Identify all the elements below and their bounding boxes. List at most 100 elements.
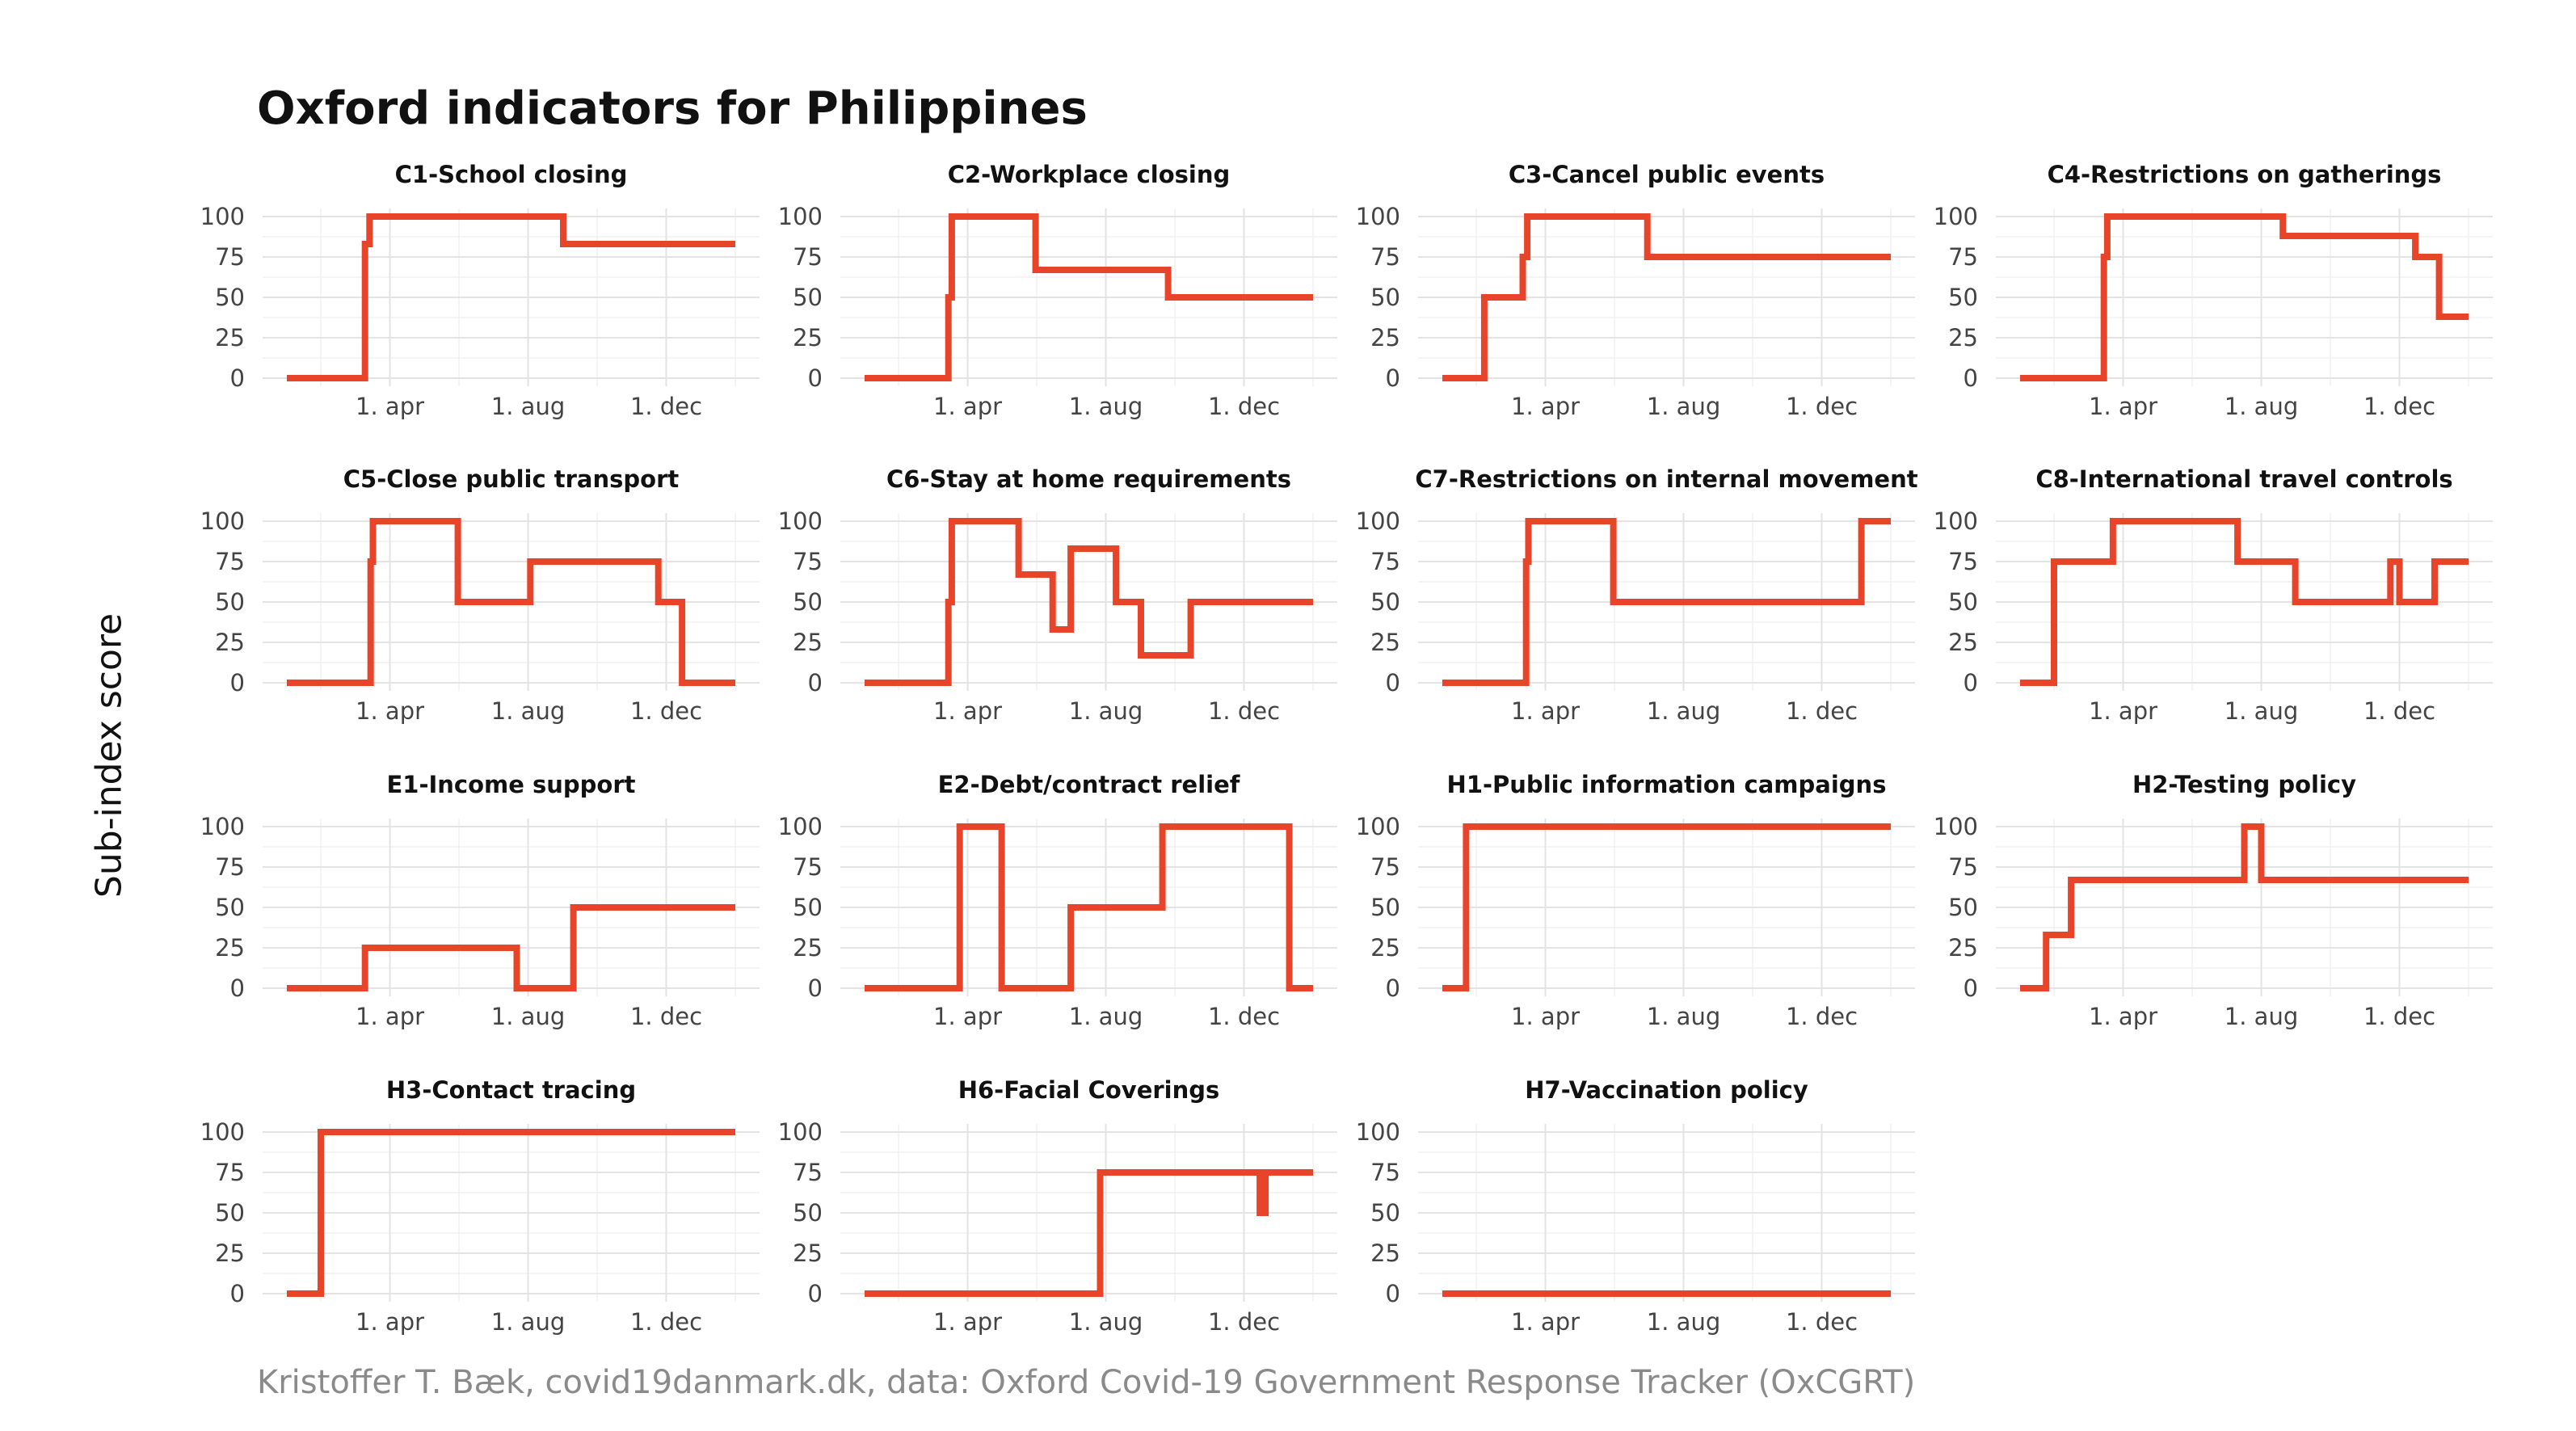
y-tick-label: 25 — [215, 1239, 245, 1267]
x-tick-label: 1. aug — [1647, 1003, 1720, 1030]
x-tick-label: 1. apr — [933, 1308, 1002, 1336]
x-tick-label: 1. apr — [933, 1003, 1002, 1030]
y-tick-label: 75 — [793, 548, 823, 575]
series-line — [865, 1169, 1313, 1297]
x-tick-label: 1. apr — [356, 697, 424, 725]
y-tick-label: 0 — [808, 974, 823, 1002]
facet-panel: 0 25 50 75 100 1. apr 1. aug 1. dec C6-Stay at h… — [778, 465, 1337, 725]
y-tick-label: 75 — [1370, 548, 1400, 575]
y-tick-label: 25 — [793, 324, 823, 351]
facet-panel: 0 25 50 75 100 1. apr 1. aug 1. dec H7-Vaccinati… — [1356, 1076, 1915, 1336]
y-tick-label: 75 — [1948, 243, 1978, 271]
y-tick-label: 25 — [215, 324, 245, 351]
x-tick-label: 1. dec — [1208, 1308, 1280, 1336]
y-tick-label: 75 — [1948, 548, 1978, 575]
x-tick-label: 1. apr — [1511, 1003, 1580, 1030]
y-tick-label: 75 — [793, 1159, 823, 1186]
series-line — [865, 518, 1313, 686]
y-tick-label: 50 — [1370, 284, 1400, 311]
x-tick-label: 1. dec — [630, 1003, 702, 1030]
y-tick-label: 0 — [1386, 669, 1400, 697]
series-line — [1442, 823, 1891, 991]
x-tick-label: 1. aug — [1069, 1308, 1143, 1336]
y-tick-label: 0 — [808, 364, 823, 392]
facet-title: C4-Restrictions on gatherings — [2048, 161, 2442, 188]
y-tick-label: 25 — [1370, 1239, 1400, 1267]
x-tick-label: 1. dec — [1208, 697, 1280, 725]
y-tick-label: 100 — [200, 203, 245, 230]
x-tick-label: 1. aug — [1069, 697, 1143, 725]
y-tick-label: 25 — [1948, 324, 1978, 351]
y-tick-label: 50 — [215, 284, 245, 311]
series-line — [1442, 518, 1891, 686]
series-line — [2020, 518, 2469, 686]
y-tick-label: 100 — [200, 1118, 245, 1146]
y-tick-label: 25 — [215, 934, 245, 962]
x-tick-label: 1. dec — [2363, 393, 2435, 420]
series-line — [287, 518, 735, 686]
y-tick-label: 75 — [793, 853, 823, 881]
chart-title: Oxford indicators for Philippines — [257, 82, 1088, 135]
y-tick-label: 0 — [1964, 669, 1978, 697]
y-tick-label: 75 — [215, 548, 245, 575]
facet-title: H1-Public information campaigns — [1447, 771, 1887, 798]
facet-panel: 0 25 50 75 100 1. apr 1. aug 1. dec H6-Facial Co… — [778, 1076, 1337, 1336]
x-tick-label: 1. apr — [356, 1003, 424, 1030]
facet-panel: 0 25 50 75 100 1. apr 1. aug 1. dec C8-Internati… — [1934, 465, 2493, 725]
series-line — [287, 1129, 735, 1297]
caption: Kristoffer T. Bæk, covid19danmark.dk, da… — [257, 1364, 1916, 1401]
y-tick-label: 100 — [778, 813, 823, 840]
facet-title: C2-Workplace closing — [948, 161, 1231, 188]
y-tick-label: 100 — [1356, 507, 1400, 535]
y-tick-label: 50 — [1948, 284, 1978, 311]
facet-title: H2-Testing policy — [2132, 771, 2356, 798]
x-tick-label: 1. apr — [2089, 1003, 2157, 1030]
facet-panel: 0 25 50 75 100 1. apr 1. aug 1. dec C4-Restricti… — [1934, 161, 2493, 420]
y-tick-label: 0 — [1386, 364, 1400, 392]
facet-title: H3-Contact tracing — [386, 1076, 636, 1104]
y-tick-label: 50 — [215, 1199, 245, 1227]
x-tick-label: 1. aug — [2225, 1003, 2298, 1030]
y-tick-label: 100 — [200, 507, 245, 535]
facet-title: C8-International travel controls — [2035, 465, 2452, 493]
facet-panel: 0 25 50 75 100 1. apr 1. aug 1. dec C7-Restricti… — [1356, 465, 1918, 725]
y-tick-label: 50 — [215, 894, 245, 921]
facet-title: C7-Restrictions on internal movement — [1415, 465, 1917, 493]
y-tick-label: 100 — [1934, 813, 1978, 840]
x-tick-label: 1. dec — [630, 393, 702, 420]
x-tick-label: 1. aug — [1647, 393, 1720, 420]
x-tick-label: 1. apr — [1511, 1308, 1580, 1336]
y-tick-label: 0 — [230, 669, 245, 697]
x-tick-label: 1. dec — [1208, 393, 1280, 420]
x-tick-label: 1. apr — [356, 393, 424, 420]
x-tick-label: 1. apr — [2089, 697, 2157, 725]
y-tick-label: 100 — [200, 813, 245, 840]
y-tick-label: 0 — [1964, 974, 1978, 1002]
y-tick-label: 25 — [1370, 629, 1400, 656]
y-tick-label: 0 — [230, 364, 245, 392]
facet-panel: 0 25 50 75 100 1. apr 1. aug 1. dec C3-Cancel pu… — [1356, 161, 1915, 420]
y-tick-label: 75 — [1370, 1159, 1400, 1186]
x-tick-label: 1. aug — [491, 393, 565, 420]
y-tick-label: 75 — [1948, 853, 1978, 881]
facet-panel: 0 25 50 75 100 1. apr 1. aug 1. dec C5-Close pub… — [200, 465, 760, 725]
y-tick-label: 25 — [1948, 629, 1978, 656]
x-tick-label: 1. apr — [933, 393, 1002, 420]
y-tick-label: 25 — [1370, 324, 1400, 351]
y-tick-label: 100 — [778, 203, 823, 230]
facet-title: C5-Close public transport — [343, 465, 680, 493]
facet-panel: 0 25 50 75 100 1. apr 1. aug 1. dec E1-Income su… — [200, 771, 760, 1030]
y-tick-label: 25 — [1370, 934, 1400, 962]
x-tick-label: 1. aug — [1647, 1308, 1720, 1336]
y-tick-label: 75 — [793, 243, 823, 271]
y-tick-label: 100 — [778, 1118, 823, 1146]
x-tick-label: 1. dec — [1208, 1003, 1280, 1030]
y-tick-label: 100 — [778, 507, 823, 535]
series-line — [2020, 823, 2469, 991]
facet-title: H7-Vaccination policy — [1525, 1076, 1808, 1104]
y-tick-label: 100 — [1934, 507, 1978, 535]
y-tick-label: 0 — [230, 974, 245, 1002]
y-tick-label: 50 — [1948, 894, 1978, 921]
y-tick-label: 100 — [1934, 203, 1978, 230]
y-tick-label: 50 — [1370, 1199, 1400, 1227]
